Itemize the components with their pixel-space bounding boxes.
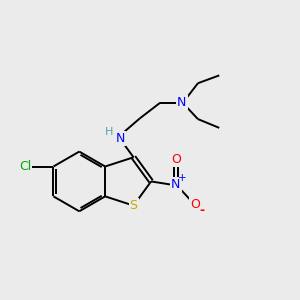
Text: O: O <box>171 153 181 166</box>
Text: -: - <box>199 204 204 217</box>
Text: O: O <box>190 198 200 211</box>
Text: +: + <box>178 173 187 183</box>
Text: N: N <box>177 96 187 109</box>
Text: N: N <box>116 132 125 145</box>
Text: Cl: Cl <box>19 160 31 173</box>
Text: N: N <box>171 178 181 191</box>
Text: H: H <box>105 127 113 137</box>
Text: S: S <box>130 199 137 212</box>
